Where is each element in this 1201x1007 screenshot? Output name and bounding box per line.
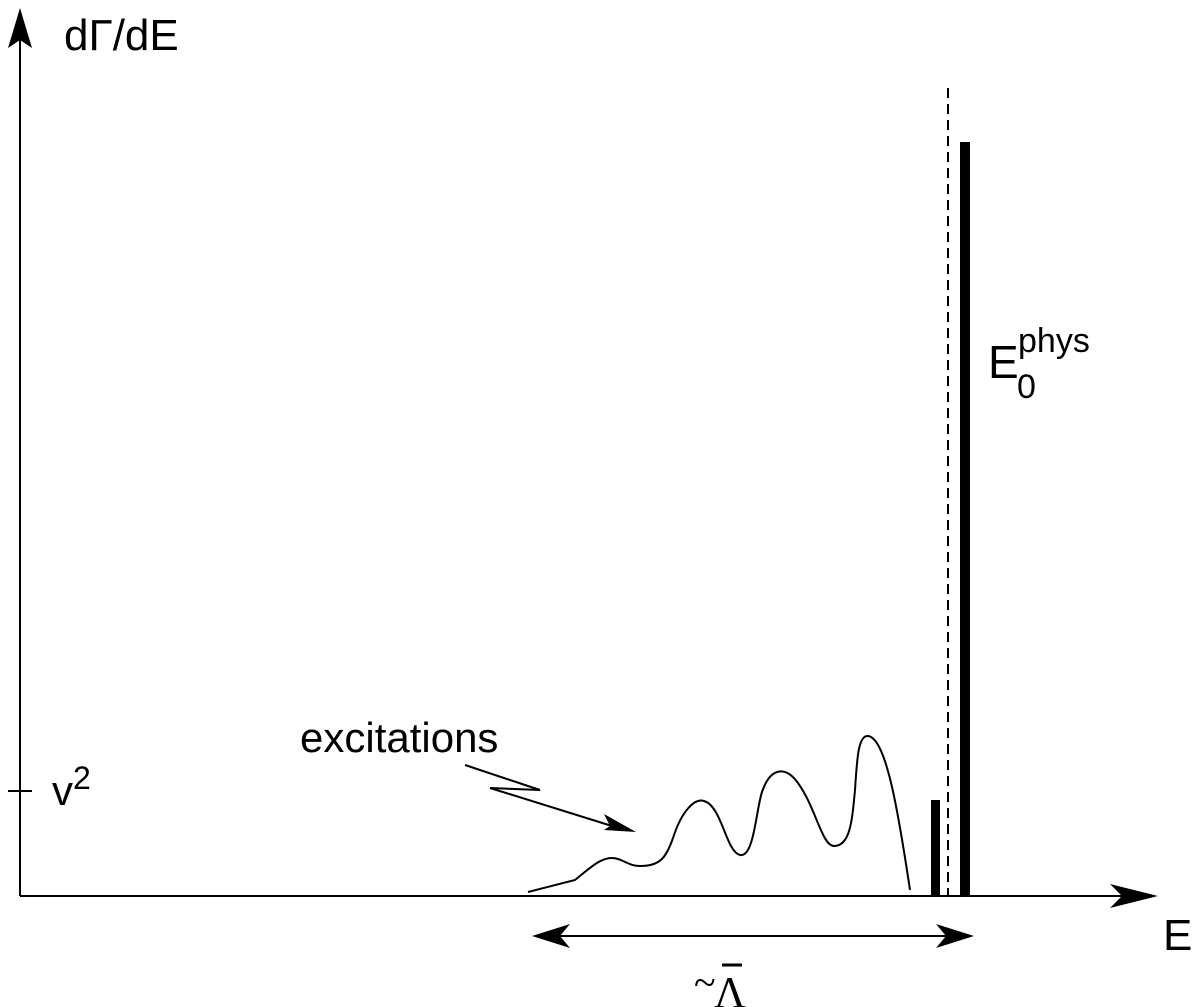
y-tick-label: v2 <box>52 760 91 814</box>
peak-label-main: E <box>988 336 1019 388</box>
peak-label-superscript: phys <box>1018 322 1090 360</box>
width-label-lambda: Λ <box>714 968 746 1007</box>
excitations-pointer-line <box>464 764 613 827</box>
y-tick-superscript: 2 <box>73 760 91 796</box>
y-tick-symbol: v <box>52 767 73 814</box>
x-axis-label: E <box>1163 911 1192 960</box>
axes <box>8 8 1158 908</box>
y-axis-label: dΓ/dE <box>64 11 179 60</box>
width-arrow-right-head <box>936 924 974 948</box>
width-arrow-left-head <box>532 924 570 948</box>
peak-label-subscript: 0 <box>1017 368 1036 406</box>
small-peak-bar <box>931 800 940 896</box>
excitations-curve <box>527 735 911 893</box>
y-axis-arrowhead <box>8 8 32 48</box>
excitations-pointer-arrowhead <box>604 814 636 832</box>
x-axis-arrowhead <box>1110 884 1158 908</box>
width-label-tilde: ~ <box>694 960 716 1005</box>
excitations-label: excitations <box>300 714 498 761</box>
ground-state-peak-bar <box>960 142 970 896</box>
